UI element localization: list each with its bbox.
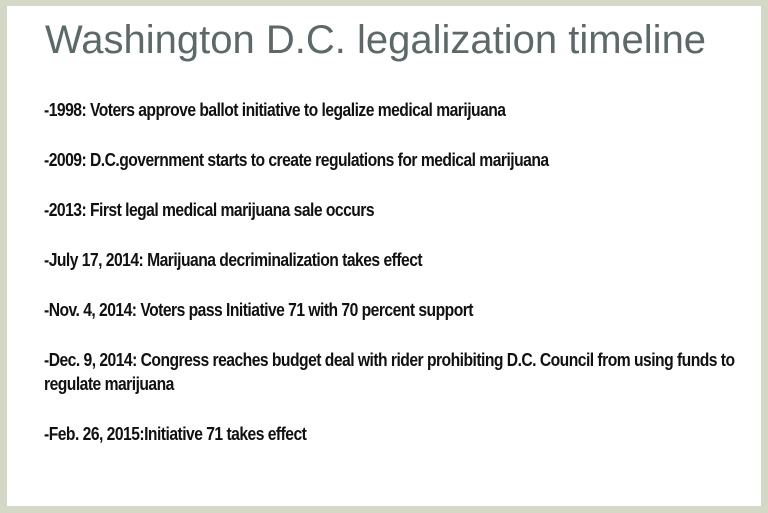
timeline-card: Washington D.C. legalization timeline -1…	[7, 6, 761, 506]
timeline-entry-2009: -2009: D.C.government starts to create r…	[44, 150, 549, 170]
timeline-entry-2013: -2013: First legal medical marijuana sal…	[44, 200, 375, 220]
timeline-list: -1998: Voters approve ballot initiative …	[44, 98, 756, 472]
timeline-entry-dec-2014: -Dec. 9, 2014: Congress reaches budget d…	[44, 350, 735, 394]
timeline-entry-july-2014: -July 17, 2014: Marijuana decriminalizat…	[44, 250, 423, 270]
page-title: Washington D.C. legalization timeline	[45, 18, 707, 62]
timeline-entry-nov-2014: -Nov. 4, 2014: Voters pass Initiative 71…	[44, 300, 474, 320]
timeline-entry-1998: -1998: Voters approve ballot initiative …	[44, 100, 506, 120]
timeline-entry-feb-2015: -Feb. 26, 2015:Initiative 71 takes effec…	[44, 424, 307, 444]
